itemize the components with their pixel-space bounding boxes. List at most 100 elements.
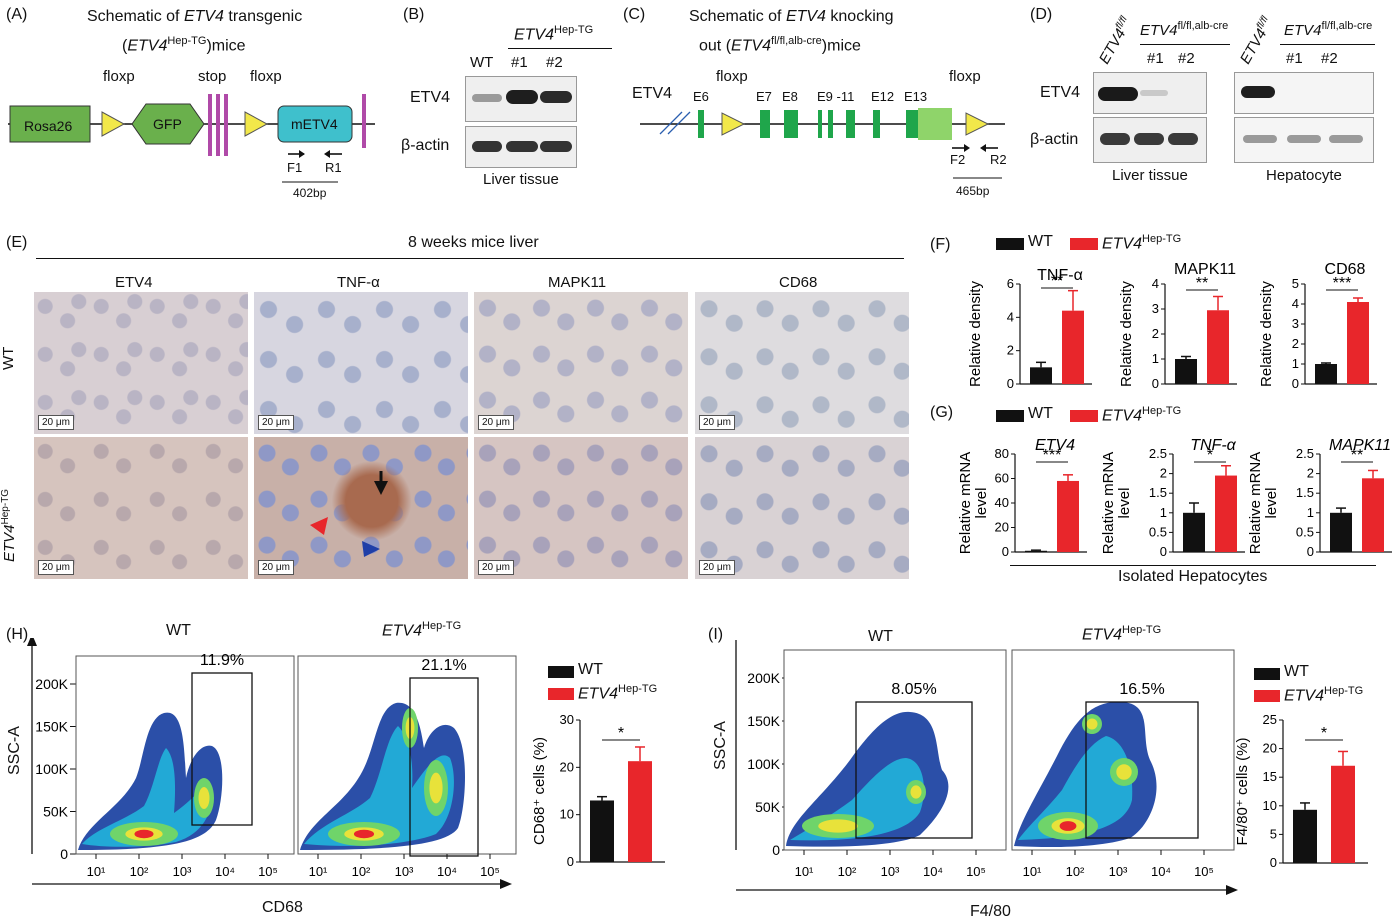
- bar-chart-tnf-: 0 0.5 1 1.5 2 2.5 *TNF-α Relative mRNA level: [1100, 437, 1245, 559]
- gate-box: [1085, 701, 1199, 839]
- panel-label-d: (D): [1030, 6, 1053, 23]
- density-mid: [304, 726, 454, 846]
- panel-b-group: ETV4Hep-TG: [514, 24, 594, 44]
- red-arrow-icon: [310, 517, 328, 535]
- y-tick-label: 10: [1263, 798, 1277, 813]
- panel-label-g: (G): [930, 404, 954, 421]
- bar-wt: [1293, 809, 1317, 863]
- panel-a-stop: stop: [198, 68, 227, 85]
- y-tick-label: 200K: [747, 670, 780, 686]
- y-axis-label: F4/80⁺ cells (%): [1235, 738, 1251, 846]
- significance-stars: **: [1351, 447, 1363, 464]
- bar-chart-mapk11: 0 0.5 1 1.5 2 2.5 **MAPK11 Relative mRNA level: [1247, 437, 1392, 559]
- ihc-tg-etv4: 20 μm: [34, 437, 248, 579]
- y-tick-label: 2: [1152, 326, 1159, 341]
- ko-group-hep: ETV4fl/fl,alb-cre: [1284, 20, 1373, 39]
- y-tick-label: 4: [1007, 309, 1014, 324]
- panel-label-b: (B): [403, 6, 425, 23]
- density-mid: [82, 748, 213, 847]
- x-tick-label: 10³: [395, 864, 414, 879]
- etv4-locus-label: ETV4: [632, 85, 673, 102]
- black-arrow-icon: [374, 481, 388, 495]
- bar-chart-i-f480: 0 5 10 15 20 25 * F4/80⁺ cells (%): [1235, 712, 1368, 870]
- y-axis-label: Relative mRNA: [957, 452, 974, 555]
- flow-h-ylabel: SSC-A: [6, 726, 23, 775]
- y-tick-label: 0: [1307, 544, 1314, 559]
- lane-1: #1: [511, 54, 528, 71]
- bar-wt: [1330, 512, 1352, 552]
- chart-title: ETV4: [1035, 437, 1075, 454]
- significance-stars: *: [1207, 447, 1213, 464]
- lane-wt: WT: [470, 54, 494, 71]
- y-tick-label: 1.5: [1149, 485, 1167, 500]
- y-tick-label: 0: [60, 846, 68, 862]
- bar-tg: [1215, 475, 1237, 552]
- y-tick-label: 20: [995, 520, 1009, 535]
- y-tick-label: 1: [1307, 505, 1314, 520]
- western-blot-actin: [465, 126, 577, 168]
- chart-title: MAPK11: [1329, 437, 1391, 454]
- panel-label-c: (C): [623, 6, 646, 23]
- gate-percentage: 11.9%: [200, 652, 244, 669]
- y-axis-label: Relative density: [967, 281, 984, 387]
- x-axis-arrow-icon: [500, 879, 512, 889]
- y-tick-label: 20: [1263, 741, 1277, 756]
- ihc-col-cd68: CD68: [779, 274, 818, 291]
- ihc-wt-mapk11: 20 μm: [474, 292, 688, 434]
- gate-percentage: 21.1%: [421, 657, 466, 674]
- x-tick-label: 10⁴: [215, 864, 235, 879]
- bar-tg: [1207, 310, 1229, 384]
- ihc-wt-tnfa: 20 μm: [254, 292, 468, 434]
- legend-g-wt: WT: [1028, 405, 1053, 422]
- y-tick-label: 0: [1152, 376, 1159, 391]
- y-tick-label: 0: [1270, 855, 1277, 870]
- primer-r2: R2: [990, 152, 1007, 167]
- significance-stars: *: [1321, 725, 1327, 742]
- panel-label-a: (A): [6, 6, 28, 23]
- amplicon-402bp: 402bp: [293, 186, 327, 200]
- x-tick-label: 10³: [1109, 864, 1128, 879]
- bar-tg: [1331, 765, 1355, 863]
- y-tick-label: 0.5: [1149, 524, 1167, 539]
- panel-label-f: (F): [930, 236, 951, 253]
- y-axis-label: level: [973, 488, 990, 519]
- legend-g-tg: ETV4Hep-TG: [1102, 405, 1182, 425]
- y-tick-label: 80: [995, 446, 1009, 461]
- legend-f-tg-swatch: [1070, 238, 1098, 250]
- y-tick-label: 1.5: [1296, 485, 1314, 500]
- panel-label-h: (H): [6, 626, 29, 643]
- ihc-arrows: [310, 471, 388, 557]
- y-tick-label: 0: [567, 854, 574, 869]
- blot-row-actin: β-actin: [401, 137, 450, 154]
- western-blot-d-etv4-hep: [1234, 72, 1374, 114]
- y-tick-label: 0: [1007, 376, 1014, 391]
- chart-title: TNF-α: [1190, 437, 1236, 454]
- y-tick-label: 50K: [755, 799, 781, 815]
- y-tick-label: 50K: [43, 804, 69, 820]
- panel-c-title-line1: Schematic of ETV4 knocking: [689, 8, 894, 25]
- significance-stars: *: [618, 725, 624, 742]
- y-tick-label: 30: [560, 712, 574, 727]
- panel-c-floxp2: floxp: [949, 68, 981, 85]
- y-tick-label: 3: [1292, 316, 1299, 331]
- ihc-tg-mapk11: 20 μm: [474, 437, 688, 579]
- group-line: [508, 48, 612, 49]
- significance-stars: ***: [1043, 447, 1062, 464]
- x-tick-label: 10⁵: [480, 864, 500, 879]
- x-tick-label: 10⁵: [1194, 864, 1214, 879]
- density-peak: [134, 829, 154, 839]
- x-tick-label: 10³: [173, 864, 192, 879]
- ihc-tg-tnfa: 20 μm: [254, 437, 468, 579]
- flow-axes: 0 50K 100K 150K 200K: [735, 640, 1238, 895]
- x-tick-label: 10¹: [795, 864, 814, 879]
- exon-e8: E8: [782, 89, 798, 104]
- bar-chart-i: 0 5 10 15 20 25 * F4/80⁺ cells (%): [1235, 712, 1368, 870]
- bar-wt: [1183, 512, 1205, 552]
- gate-box: [191, 672, 253, 826]
- y-axis-label: Relative density: [1258, 281, 1275, 387]
- lane-2-liver: #2: [1178, 50, 1195, 67]
- y-tick-label: 100K: [35, 761, 68, 777]
- y-tick-label: 15: [1263, 769, 1277, 784]
